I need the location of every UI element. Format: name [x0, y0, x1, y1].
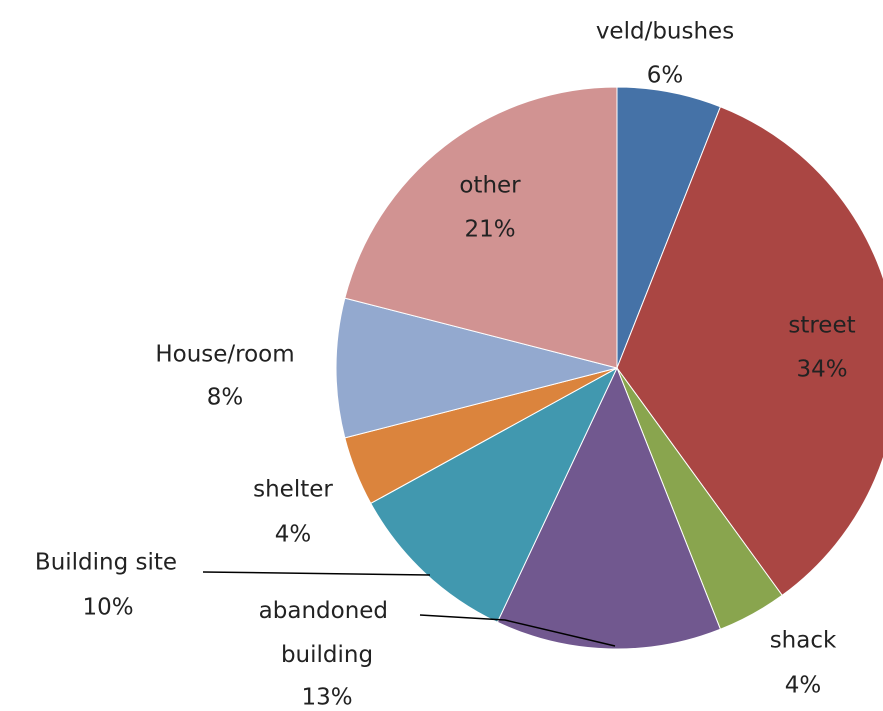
slice-label-line: building: [281, 642, 373, 668]
pie-slice: [616, 106, 883, 597]
slice-value-label: 34%: [796, 357, 847, 383]
pie-slice: [335, 297, 618, 439]
slice-label-line: abandoned: [259, 598, 396, 624]
slice-value-label: 6%: [647, 63, 684, 89]
slice-value-label: 8%: [207, 385, 244, 411]
slice-value-label: 21%: [464, 217, 515, 243]
slice-label: shelter: [253, 477, 333, 503]
slice-label: shack: [770, 628, 837, 654]
slice-label: House/room: [155, 342, 294, 368]
slice-value-label: 4%: [785, 673, 822, 699]
slice-label: abandoned building: [259, 598, 396, 668]
pie-slice: [370, 366, 619, 623]
leader-line: [202, 571, 431, 576]
slice-label: street: [788, 313, 855, 339]
leader-line: [419, 614, 616, 647]
slice-label: other: [459, 173, 521, 199]
slice-value-label: 13%: [301, 685, 352, 711]
slice-value-label: 4%: [275, 522, 312, 548]
slice-value-label: 10%: [82, 595, 133, 621]
pie-slice: [496, 366, 722, 650]
pie-slice: [344, 86, 618, 369]
slice-label: veld/bushes: [596, 19, 734, 45]
slice-label: Building site: [35, 550, 177, 576]
